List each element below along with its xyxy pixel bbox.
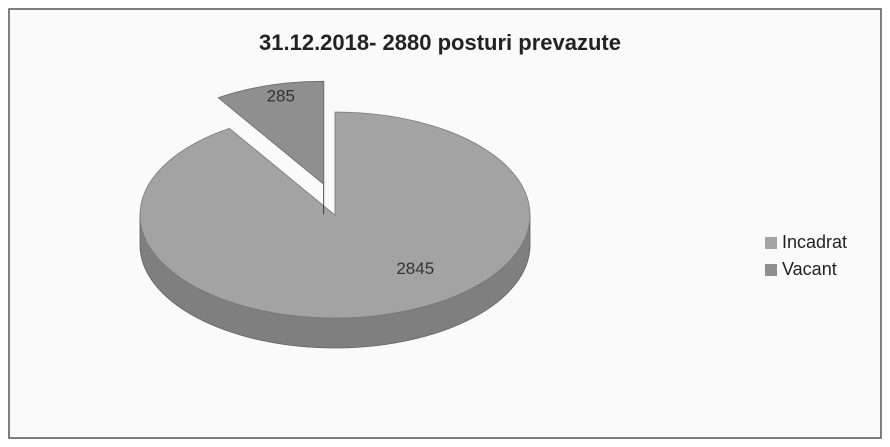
legend-label: Vacant [782, 259, 837, 279]
legend-swatch [765, 237, 777, 249]
pie-slice [217, 80, 325, 215]
data-label: 285 [267, 87, 295, 106]
pie-slice [139, 111, 531, 349]
slice-top [139, 111, 531, 319]
legend-label: Incadrat [782, 232, 847, 252]
legend-swatch [765, 264, 777, 276]
slice-top [217, 80, 325, 186]
chart-title: 31.12.2018- 2880 posturi prevazute [259, 30, 621, 55]
data-label: 2845 [396, 259, 434, 278]
